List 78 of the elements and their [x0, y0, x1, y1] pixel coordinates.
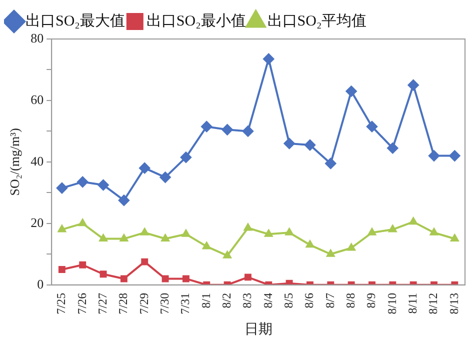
x-tick-label: 7/30	[157, 292, 172, 314]
point	[408, 80, 419, 91]
point	[450, 234, 459, 242]
x-tick-label: 8/11	[405, 292, 420, 314]
point	[244, 224, 252, 231]
x-tick-label: 7/26	[74, 292, 89, 314]
point	[284, 138, 295, 149]
point	[409, 217, 418, 225]
point	[306, 240, 314, 248]
legend-label: 出口SO₂最小值	[146, 12, 246, 30]
point	[58, 266, 66, 273]
point	[368, 228, 376, 236]
x-tick-label: 8/3	[240, 292, 254, 308]
x-tick-label: 8/4	[260, 292, 275, 308]
point	[58, 225, 66, 232]
point	[120, 275, 128, 282]
y-axis-title: SO₂/(mg/m³)	[7, 128, 22, 196]
point	[222, 124, 233, 136]
point	[366, 121, 378, 132]
x-tick-label: 7/29	[136, 292, 151, 314]
point	[141, 258, 148, 266]
point	[79, 261, 86, 268]
point	[347, 243, 356, 251]
x-tick-label: 7/25	[54, 292, 68, 314]
x-tick-label: 8/13	[446, 292, 461, 314]
point	[120, 234, 128, 242]
x-axis-title: 日期	[244, 321, 272, 338]
point	[77, 176, 88, 188]
point	[100, 270, 107, 278]
point	[99, 234, 108, 242]
y-tick-label: 60	[30, 92, 44, 107]
point	[182, 275, 190, 282]
point	[428, 150, 440, 162]
point	[160, 172, 171, 183]
point	[263, 53, 274, 64]
y-tick-label: 20	[30, 214, 44, 230]
legend-label: 出口SO₂最大值	[26, 12, 125, 30]
x-tick-label: 8/8	[343, 292, 358, 308]
point	[387, 142, 398, 154]
x-tick-label: 8/12	[426, 292, 440, 314]
point	[180, 152, 192, 163]
y-tick-label: 0	[37, 276, 44, 292]
point	[242, 126, 254, 137]
point	[118, 194, 130, 206]
point	[285, 228, 294, 236]
point	[430, 228, 438, 236]
point	[388, 225, 397, 232]
point	[223, 251, 232, 258]
y-tick-label: 40	[30, 153, 44, 168]
point	[244, 274, 252, 281]
legend-label: 出口SO₂平均值	[267, 12, 367, 30]
point	[161, 234, 170, 242]
point	[304, 140, 316, 151]
point	[98, 179, 109, 190]
x-tick-label: 8/1	[198, 292, 213, 308]
point	[162, 275, 169, 282]
x-tick-label: 8/10	[384, 292, 399, 314]
point	[202, 242, 211, 250]
point	[201, 121, 212, 132]
point	[139, 162, 150, 174]
point	[346, 86, 357, 97]
point	[182, 230, 190, 237]
point	[449, 150, 460, 162]
point	[326, 250, 335, 257]
x-tick-label: 8/2	[219, 292, 234, 308]
x-tick-label: 7/27	[95, 292, 110, 314]
point	[325, 158, 336, 169]
x-tick-label: 8/5	[281, 292, 296, 308]
point	[56, 182, 68, 194]
x-tick-label: 8/9	[364, 292, 378, 308]
x-tick-label: 7/28	[116, 292, 130, 314]
point	[140, 228, 149, 236]
point	[78, 218, 87, 226]
point	[264, 230, 273, 237]
x-tick-label: 7/31	[178, 292, 192, 314]
x-tick-label: 8/6	[302, 292, 316, 308]
x-tick-label: 8/7	[322, 292, 337, 308]
y-tick-label: 80	[30, 30, 44, 46]
